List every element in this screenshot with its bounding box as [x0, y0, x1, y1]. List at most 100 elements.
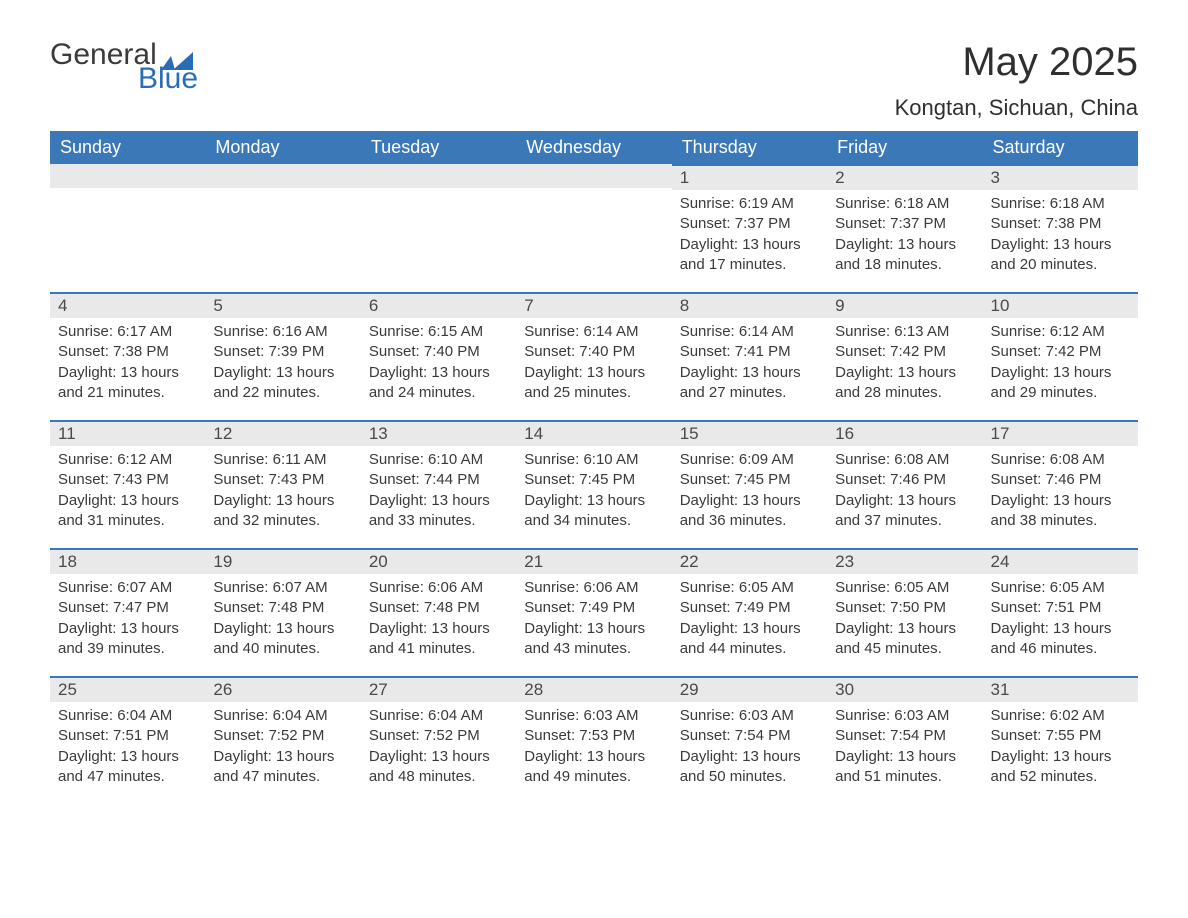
sunrise-text: Sunrise: 6:02 AM — [991, 706, 1130, 726]
calendar-cell: 26Sunrise: 6:04 AMSunset: 7:52 PMDayligh… — [205, 676, 360, 804]
sunset-text: Sunset: 7:37 PM — [835, 214, 974, 234]
sunset-text: Sunset: 7:40 PM — [524, 342, 663, 362]
calendar-cell: 16Sunrise: 6:08 AMSunset: 7:46 PMDayligh… — [827, 420, 982, 548]
page-header: General Blue May 2025 Kongtan, Sichuan, … — [50, 40, 1138, 121]
day-number: 8 — [672, 292, 827, 318]
daylight-text: Daylight: 13 hours and 32 minutes. — [213, 491, 352, 532]
day-body: Sunrise: 6:08 AMSunset: 7:46 PMDaylight:… — [983, 446, 1138, 539]
day-number: 18 — [50, 548, 205, 574]
day-number: 22 — [672, 548, 827, 574]
calendar-cell: 19Sunrise: 6:07 AMSunset: 7:48 PMDayligh… — [205, 548, 360, 676]
location-label: Kongtan, Sichuan, China — [895, 95, 1138, 121]
day-number: 6 — [361, 292, 516, 318]
day-number-empty — [361, 164, 516, 188]
daylight-text: Daylight: 13 hours and 38 minutes. — [991, 491, 1130, 532]
daylight-text: Daylight: 13 hours and 46 minutes. — [991, 619, 1130, 660]
sunrise-text: Sunrise: 6:12 AM — [58, 450, 197, 470]
daylight-text: Daylight: 13 hours and 29 minutes. — [991, 363, 1130, 404]
day-number: 7 — [516, 292, 671, 318]
day-body: Sunrise: 6:09 AMSunset: 7:45 PMDaylight:… — [672, 446, 827, 539]
day-body: Sunrise: 6:04 AMSunset: 7:51 PMDaylight:… — [50, 702, 205, 795]
weekday-header: Friday — [827, 131, 982, 164]
day-number: 20 — [361, 548, 516, 574]
day-number: 14 — [516, 420, 671, 446]
day-number: 3 — [983, 164, 1138, 190]
sunset-text: Sunset: 7:53 PM — [524, 726, 663, 746]
calendar-cell: 1Sunrise: 6:19 AMSunset: 7:37 PMDaylight… — [672, 164, 827, 292]
day-body: Sunrise: 6:08 AMSunset: 7:46 PMDaylight:… — [827, 446, 982, 539]
day-body: Sunrise: 6:18 AMSunset: 7:38 PMDaylight:… — [983, 190, 1138, 283]
daylight-text: Daylight: 13 hours and 37 minutes. — [835, 491, 974, 532]
day-number: 2 — [827, 164, 982, 190]
calendar-cell — [205, 164, 360, 292]
sunset-text: Sunset: 7:47 PM — [58, 598, 197, 618]
calendar-cell: 12Sunrise: 6:11 AMSunset: 7:43 PMDayligh… — [205, 420, 360, 548]
day-body: Sunrise: 6:02 AMSunset: 7:55 PMDaylight:… — [983, 702, 1138, 795]
day-number: 17 — [983, 420, 1138, 446]
daylight-text: Daylight: 13 hours and 31 minutes. — [58, 491, 197, 532]
sunset-text: Sunset: 7:45 PM — [524, 470, 663, 490]
daylight-text: Daylight: 13 hours and 41 minutes. — [369, 619, 508, 660]
day-body: Sunrise: 6:18 AMSunset: 7:37 PMDaylight:… — [827, 190, 982, 283]
day-body: Sunrise: 6:07 AMSunset: 7:48 PMDaylight:… — [205, 574, 360, 667]
calendar-cell: 7Sunrise: 6:14 AMSunset: 7:40 PMDaylight… — [516, 292, 671, 420]
daylight-text: Daylight: 13 hours and 25 minutes. — [524, 363, 663, 404]
day-number: 11 — [50, 420, 205, 446]
calendar-cell: 4Sunrise: 6:17 AMSunset: 7:38 PMDaylight… — [50, 292, 205, 420]
sunrise-text: Sunrise: 6:03 AM — [835, 706, 974, 726]
day-body: Sunrise: 6:04 AMSunset: 7:52 PMDaylight:… — [205, 702, 360, 795]
calendar-cell: 20Sunrise: 6:06 AMSunset: 7:48 PMDayligh… — [361, 548, 516, 676]
day-body: Sunrise: 6:05 AMSunset: 7:49 PMDaylight:… — [672, 574, 827, 667]
sunrise-text: Sunrise: 6:06 AM — [524, 578, 663, 598]
daylight-text: Daylight: 13 hours and 49 minutes. — [524, 747, 663, 788]
calendar-cell: 6Sunrise: 6:15 AMSunset: 7:40 PMDaylight… — [361, 292, 516, 420]
sunrise-text: Sunrise: 6:18 AM — [991, 194, 1130, 214]
sunset-text: Sunset: 7:42 PM — [991, 342, 1130, 362]
sunrise-text: Sunrise: 6:16 AM — [213, 322, 352, 342]
calendar-cell: 28Sunrise: 6:03 AMSunset: 7:53 PMDayligh… — [516, 676, 671, 804]
sunrise-text: Sunrise: 6:15 AM — [369, 322, 508, 342]
day-body: Sunrise: 6:14 AMSunset: 7:40 PMDaylight:… — [516, 318, 671, 411]
daylight-text: Daylight: 13 hours and 36 minutes. — [680, 491, 819, 532]
day-number-empty — [50, 164, 205, 188]
sunset-text: Sunset: 7:54 PM — [680, 726, 819, 746]
day-number-empty — [516, 164, 671, 188]
calendar-cell: 14Sunrise: 6:10 AMSunset: 7:45 PMDayligh… — [516, 420, 671, 548]
day-body: Sunrise: 6:13 AMSunset: 7:42 PMDaylight:… — [827, 318, 982, 411]
sunrise-text: Sunrise: 6:05 AM — [991, 578, 1130, 598]
calendar-cell: 2Sunrise: 6:18 AMSunset: 7:37 PMDaylight… — [827, 164, 982, 292]
sunset-text: Sunset: 7:40 PM — [369, 342, 508, 362]
day-body: Sunrise: 6:06 AMSunset: 7:48 PMDaylight:… — [361, 574, 516, 667]
day-number: 13 — [361, 420, 516, 446]
day-number: 26 — [205, 676, 360, 702]
calendar-table: Sunday Monday Tuesday Wednesday Thursday… — [50, 131, 1138, 804]
sunset-text: Sunset: 7:54 PM — [835, 726, 974, 746]
daylight-text: Daylight: 13 hours and 48 minutes. — [369, 747, 508, 788]
day-number: 25 — [50, 676, 205, 702]
sunset-text: Sunset: 7:49 PM — [524, 598, 663, 618]
calendar-cell: 15Sunrise: 6:09 AMSunset: 7:45 PMDayligh… — [672, 420, 827, 548]
day-number: 4 — [50, 292, 205, 318]
daylight-text: Daylight: 13 hours and 47 minutes. — [58, 747, 197, 788]
day-number: 9 — [827, 292, 982, 318]
daylight-text: Daylight: 13 hours and 44 minutes. — [680, 619, 819, 660]
day-body: Sunrise: 6:06 AMSunset: 7:49 PMDaylight:… — [516, 574, 671, 667]
title-block: May 2025 Kongtan, Sichuan, China — [895, 40, 1138, 121]
calendar-week-row: 1Sunrise: 6:19 AMSunset: 7:37 PMDaylight… — [50, 164, 1138, 292]
sunset-text: Sunset: 7:43 PM — [58, 470, 197, 490]
calendar-cell: 8Sunrise: 6:14 AMSunset: 7:41 PMDaylight… — [672, 292, 827, 420]
sunrise-text: Sunrise: 6:07 AM — [213, 578, 352, 598]
weekday-header: Tuesday — [361, 131, 516, 164]
day-body: Sunrise: 6:05 AMSunset: 7:50 PMDaylight:… — [827, 574, 982, 667]
sunrise-text: Sunrise: 6:12 AM — [991, 322, 1130, 342]
calendar-cell: 24Sunrise: 6:05 AMSunset: 7:51 PMDayligh… — [983, 548, 1138, 676]
day-body: Sunrise: 6:05 AMSunset: 7:51 PMDaylight:… — [983, 574, 1138, 667]
day-number: 16 — [827, 420, 982, 446]
day-body: Sunrise: 6:04 AMSunset: 7:52 PMDaylight:… — [361, 702, 516, 795]
daylight-text: Daylight: 13 hours and 33 minutes. — [369, 491, 508, 532]
day-body: Sunrise: 6:17 AMSunset: 7:38 PMDaylight:… — [50, 318, 205, 411]
sunset-text: Sunset: 7:46 PM — [991, 470, 1130, 490]
sunrise-text: Sunrise: 6:10 AM — [524, 450, 663, 470]
calendar-cell: 5Sunrise: 6:16 AMSunset: 7:39 PMDaylight… — [205, 292, 360, 420]
sunset-text: Sunset: 7:38 PM — [58, 342, 197, 362]
